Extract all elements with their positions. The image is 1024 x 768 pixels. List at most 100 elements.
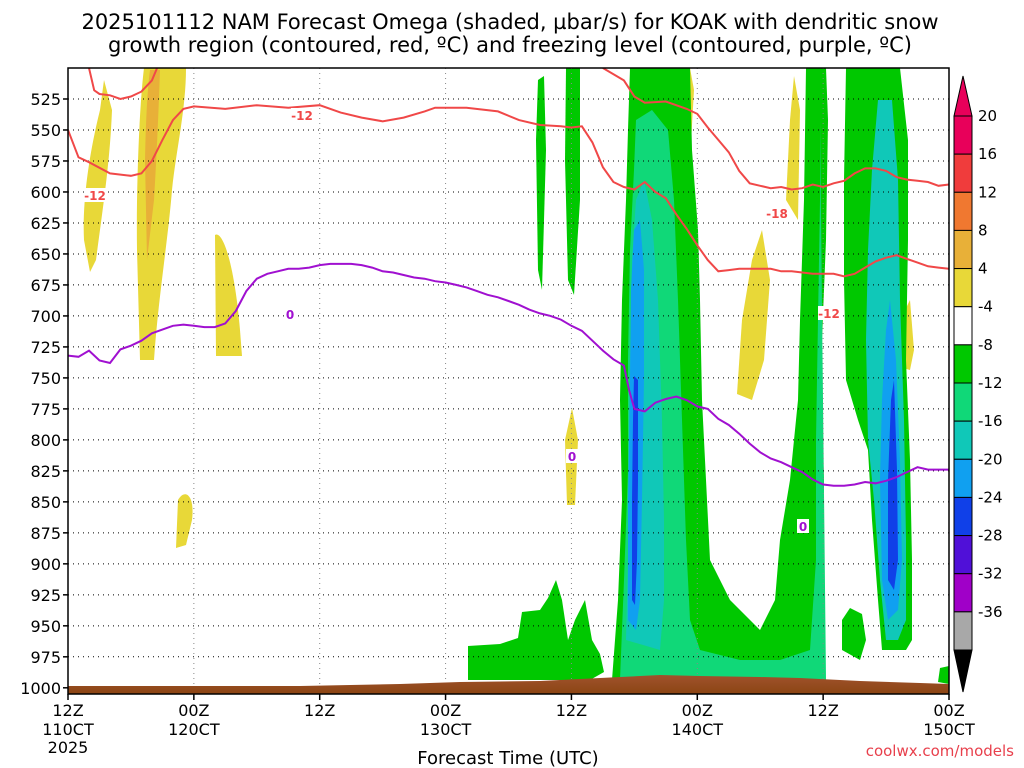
omega-darkblue-region <box>888 380 898 590</box>
y-tick-label: 700 <box>30 307 61 326</box>
colorbar-swatch <box>953 496 973 537</box>
colorbar-label: -4 <box>978 298 993 316</box>
x-tick-hour-label: 00Z <box>178 701 209 720</box>
y-tick-label: 575 <box>30 152 61 171</box>
colorbar-label: -28 <box>978 527 1003 545</box>
snow-growth-label: -12 <box>291 109 313 123</box>
omega-green-region <box>938 666 949 684</box>
freezing-level-label: 0 <box>568 450 576 464</box>
x-tick-hour-label: 00Z <box>682 701 713 720</box>
snow-growth-label: -12 <box>84 189 106 203</box>
colorbar-label: -32 <box>978 565 1003 583</box>
y-tick-label: 550 <box>30 121 61 140</box>
colorbar-label: 12 <box>978 183 997 201</box>
x-tick-hour-label: 12Z <box>807 701 838 720</box>
colorbar-label: 16 <box>978 145 997 163</box>
colorbar-label: -36 <box>978 603 1003 621</box>
omega-green-region <box>842 608 866 660</box>
terrain-ground <box>68 675 949 694</box>
colorbar-swatch <box>953 153 973 193</box>
colorbar-label: -16 <box>978 412 1003 430</box>
x-tick-hour-label: 00Z <box>933 701 964 720</box>
snow-growth-contour <box>602 68 949 191</box>
y-tick-label: 950 <box>30 617 61 636</box>
y-tick-label: 525 <box>30 90 61 109</box>
plot-frame <box>67 67 950 695</box>
contour-layer <box>68 68 949 487</box>
colorbar-label: 20 <box>978 107 997 125</box>
omega-green-region <box>565 68 580 295</box>
colorbar-over-arrow <box>953 75 973 117</box>
x-tick-date-label: 140CT <box>672 720 724 739</box>
x-tick-year-label: 2025 <box>48 738 89 757</box>
y-tick-label: 675 <box>30 276 61 295</box>
colorbar-swatch <box>953 344 973 384</box>
x-tick-hour-label: 12Z <box>556 701 587 720</box>
colorbar-label: -8 <box>978 336 993 354</box>
y-tick-label: 1000 <box>20 679 61 698</box>
omega-yellow-region <box>83 80 112 272</box>
y-tick-label: 850 <box>30 493 61 512</box>
colorbar-swatch <box>953 382 973 422</box>
snow-growth-contour <box>68 104 949 278</box>
contour-labels: -12 -12 -12 -18 0 0 0 <box>84 108 840 534</box>
colorbar-swatch <box>953 115 973 155</box>
colorbar-under-arrow <box>953 649 973 693</box>
colorbar-label: -20 <box>978 450 1003 468</box>
colorbar-swatch <box>953 611 973 651</box>
colorbar-swatch <box>953 306 973 346</box>
freezing-level-contour <box>68 262 949 487</box>
y-tick-label: 800 <box>30 431 61 450</box>
x-tick-date-label: 130CT <box>420 720 472 739</box>
omega-yellow-region <box>737 230 770 400</box>
colorbar-swatch <box>953 420 973 460</box>
omega-yellow-region <box>786 76 800 220</box>
omega-green-region <box>468 580 604 680</box>
omega-shading <box>83 68 949 684</box>
colorbar-label: -24 <box>978 488 1003 506</box>
omega-darkblue-region <box>632 376 638 605</box>
colorbar-swatch <box>953 573 973 613</box>
snow-growth-label: -12 <box>818 307 840 321</box>
x-tick-date-label: 110CT <box>42 720 94 739</box>
colorbar-label: 8 <box>978 221 988 239</box>
y-tick-label: 875 <box>30 524 61 543</box>
colorbar-swatch <box>953 229 973 270</box>
x-tick-date-label: 150CT <box>923 720 975 739</box>
y-tick-label: 925 <box>30 586 61 605</box>
y-tick-label: 975 <box>30 648 61 667</box>
omega-cyan-region <box>620 110 826 680</box>
omega-yellow-region <box>176 494 193 548</box>
chart-title-line-1: 2025101112 NAM Forecast Omega (shaded, µ… <box>81 10 938 34</box>
y-tick-label: 900 <box>30 555 61 574</box>
y-tick-label: 600 <box>30 183 61 202</box>
freezing-level-label: 0 <box>799 520 807 534</box>
y-tick-label: 725 <box>30 338 61 357</box>
colorbar-swatch <box>953 535 973 575</box>
x-tick-date-label: 120CT <box>168 720 220 739</box>
snow-growth-contour <box>88 68 159 101</box>
y-axis: 525 550 575 600 625 650 675 700 725 750 775 800 825 8… <box>20 90 68 698</box>
colorbar: 20 16 12 8 4 -4 -8 -12 -16 -20 -24 -28 -32 -36 <box>953 75 1003 693</box>
colorbar-swatch <box>953 458 973 498</box>
colorbar-label: 4 <box>978 260 988 278</box>
freezing-level-label: 0 <box>286 308 294 322</box>
y-tick-label: 750 <box>30 369 61 388</box>
y-tick-label: 625 <box>30 214 61 233</box>
y-tick-label: 650 <box>30 245 61 264</box>
colorbar-label: -12 <box>978 374 1003 392</box>
x-tick-hour-label: 00Z <box>430 701 461 720</box>
colorbar-swatch <box>953 191 973 231</box>
y-tick-label: 825 <box>30 462 61 481</box>
y-tick-label: 775 <box>30 400 61 419</box>
x-axis-label: Forecast Time (UTC) <box>417 748 598 768</box>
x-tick-hour-label: 12Z <box>304 701 335 720</box>
source-credit: coolwx.com/models <box>866 742 1014 760</box>
x-tick-hour-label: 12Z <box>52 701 83 720</box>
omega-orange-region <box>145 70 160 260</box>
grid-lines <box>68 68 949 694</box>
colorbar-swatch <box>953 268 973 308</box>
snow-growth-label: -18 <box>766 207 788 221</box>
